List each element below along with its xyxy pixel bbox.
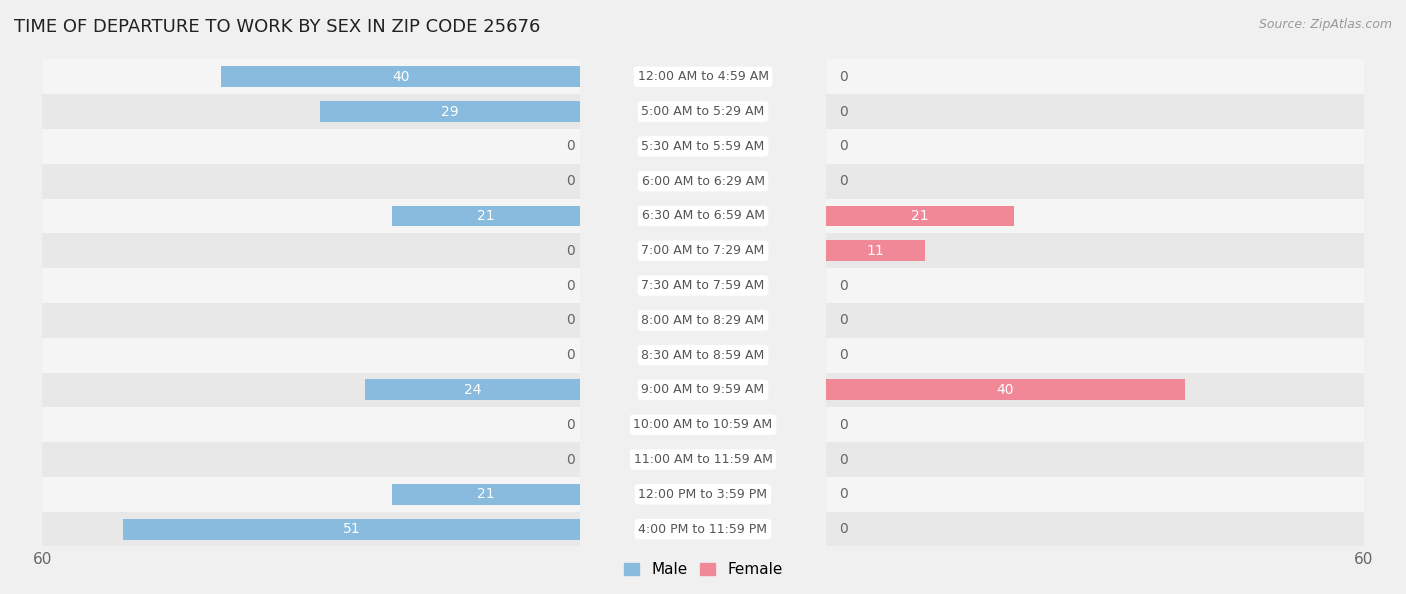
Legend: Male, Female: Male, Female bbox=[617, 556, 789, 583]
Text: 0: 0 bbox=[839, 105, 848, 119]
Text: 0: 0 bbox=[567, 279, 575, 292]
Bar bbox=[392, 484, 581, 505]
Text: 7:00 AM to 7:29 AM: 7:00 AM to 7:29 AM bbox=[641, 244, 765, 257]
Bar bbox=[42, 511, 581, 546]
Bar bbox=[827, 303, 1364, 338]
Bar bbox=[827, 129, 1364, 164]
Text: 0: 0 bbox=[567, 314, 575, 327]
Bar bbox=[827, 268, 1364, 303]
Bar bbox=[42, 407, 581, 442]
Bar bbox=[827, 477, 1364, 511]
Bar bbox=[827, 407, 1364, 442]
Text: 0: 0 bbox=[839, 70, 848, 84]
Text: 21: 21 bbox=[477, 209, 495, 223]
Bar bbox=[42, 477, 581, 511]
Text: 0: 0 bbox=[567, 244, 575, 258]
Text: 21: 21 bbox=[911, 209, 929, 223]
Text: 51: 51 bbox=[343, 522, 360, 536]
Bar bbox=[392, 206, 581, 226]
Text: 11:00 AM to 11:59 AM: 11:00 AM to 11:59 AM bbox=[634, 453, 772, 466]
Text: 0: 0 bbox=[839, 418, 848, 432]
Text: 0: 0 bbox=[567, 453, 575, 466]
Bar bbox=[827, 94, 1364, 129]
Bar bbox=[42, 198, 581, 233]
Bar bbox=[366, 380, 581, 400]
Bar bbox=[827, 442, 1364, 477]
Text: Source: ZipAtlas.com: Source: ZipAtlas.com bbox=[1258, 18, 1392, 31]
Text: 5:30 AM to 5:59 AM: 5:30 AM to 5:59 AM bbox=[641, 140, 765, 153]
Bar bbox=[42, 442, 581, 477]
Bar bbox=[827, 233, 1364, 268]
Bar bbox=[827, 338, 1364, 372]
Text: 0: 0 bbox=[839, 453, 848, 466]
Bar bbox=[321, 101, 581, 122]
Text: 0: 0 bbox=[839, 348, 848, 362]
Bar bbox=[42, 303, 581, 338]
Text: 4:00 PM to 11:59 PM: 4:00 PM to 11:59 PM bbox=[638, 523, 768, 536]
Bar bbox=[42, 372, 581, 407]
Text: 0: 0 bbox=[567, 348, 575, 362]
Text: 0: 0 bbox=[839, 314, 848, 327]
Bar bbox=[42, 233, 581, 268]
Text: TIME OF DEPARTURE TO WORK BY SEX IN ZIP CODE 25676: TIME OF DEPARTURE TO WORK BY SEX IN ZIP … bbox=[14, 18, 540, 36]
Text: 7:30 AM to 7:59 AM: 7:30 AM to 7:59 AM bbox=[641, 279, 765, 292]
Text: 0: 0 bbox=[839, 140, 848, 153]
Bar bbox=[827, 241, 925, 261]
Text: 24: 24 bbox=[464, 383, 481, 397]
Bar bbox=[827, 164, 1364, 198]
Text: 29: 29 bbox=[441, 105, 458, 119]
Bar bbox=[42, 164, 581, 198]
Text: 40: 40 bbox=[392, 70, 409, 84]
Text: 9:00 AM to 9:59 AM: 9:00 AM to 9:59 AM bbox=[641, 383, 765, 396]
Text: 11: 11 bbox=[866, 244, 884, 258]
Bar bbox=[42, 338, 581, 372]
Text: 0: 0 bbox=[839, 522, 848, 536]
Bar bbox=[122, 519, 581, 539]
Text: 5:00 AM to 5:29 AM: 5:00 AM to 5:29 AM bbox=[641, 105, 765, 118]
Bar bbox=[42, 59, 581, 94]
Text: 0: 0 bbox=[567, 174, 575, 188]
Bar bbox=[827, 372, 1364, 407]
Text: 8:00 AM to 8:29 AM: 8:00 AM to 8:29 AM bbox=[641, 314, 765, 327]
Bar bbox=[827, 198, 1364, 233]
Text: 0: 0 bbox=[839, 279, 848, 292]
Text: 0: 0 bbox=[839, 487, 848, 501]
Bar bbox=[42, 94, 581, 129]
Text: 40: 40 bbox=[997, 383, 1014, 397]
Bar bbox=[827, 380, 1184, 400]
Text: 10:00 AM to 10:59 AM: 10:00 AM to 10:59 AM bbox=[634, 418, 772, 431]
Bar bbox=[827, 511, 1364, 546]
Text: 12:00 PM to 3:59 PM: 12:00 PM to 3:59 PM bbox=[638, 488, 768, 501]
Bar bbox=[827, 206, 1014, 226]
Bar bbox=[827, 59, 1364, 94]
Text: 0: 0 bbox=[839, 174, 848, 188]
Text: 8:30 AM to 8:59 AM: 8:30 AM to 8:59 AM bbox=[641, 349, 765, 362]
Bar bbox=[42, 268, 581, 303]
Text: 21: 21 bbox=[477, 487, 495, 501]
Text: 0: 0 bbox=[567, 418, 575, 432]
Bar bbox=[42, 129, 581, 164]
Bar bbox=[222, 67, 581, 87]
Text: 12:00 AM to 4:59 AM: 12:00 AM to 4:59 AM bbox=[637, 70, 769, 83]
Text: 0: 0 bbox=[567, 140, 575, 153]
Text: 6:30 AM to 6:59 AM: 6:30 AM to 6:59 AM bbox=[641, 210, 765, 223]
Text: 6:00 AM to 6:29 AM: 6:00 AM to 6:29 AM bbox=[641, 175, 765, 188]
